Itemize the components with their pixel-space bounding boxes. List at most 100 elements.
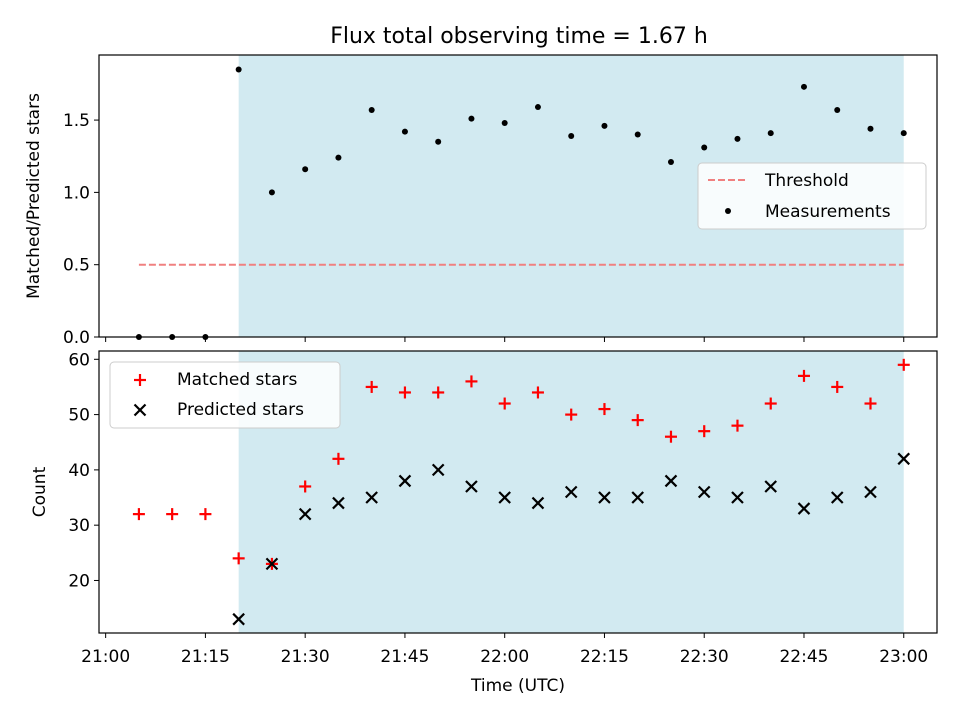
top-y-axis: 0.0 0.5 1.0 1.5 bbox=[63, 111, 99, 348]
measurement-point bbox=[667, 159, 674, 166]
top-y-tick-label: 0.0 bbox=[63, 328, 90, 348]
predicted-star-point-b bbox=[897, 452, 911, 466]
matched-legend-swatch bbox=[134, 374, 146, 386]
matched-star-point bbox=[299, 480, 312, 493]
measurement-point bbox=[900, 130, 907, 137]
measurement-point bbox=[601, 122, 608, 129]
measurement-point bbox=[401, 128, 408, 135]
top-panel: 0.0 0.5 1.0 1.5 Matched/Predicted stars Thr… bbox=[24, 54, 938, 348]
predicted-star-point-b bbox=[664, 474, 678, 488]
predicted-star-point bbox=[498, 491, 511, 504]
matched-star-point bbox=[332, 452, 345, 465]
measurement-point bbox=[568, 132, 575, 139]
x-tick-label: 22:00 bbox=[480, 647, 529, 667]
matched-star-point bbox=[631, 414, 644, 427]
predicted-legend-marker bbox=[133, 403, 147, 417]
measurement-point bbox=[834, 106, 841, 113]
matched-legend-marker bbox=[134, 374, 146, 386]
measurement-point bbox=[734, 135, 741, 142]
bottom-y-axis-label: Count bbox=[30, 466, 50, 517]
bottom-plot-area bbox=[132, 351, 911, 633]
top-y-tick-label: 1.0 bbox=[63, 183, 90, 203]
matched-star-point bbox=[864, 397, 877, 410]
x-tick-label: 22:15 bbox=[580, 647, 629, 667]
matched-star-point bbox=[166, 508, 179, 521]
measurement-point bbox=[867, 125, 874, 132]
predicted-star-point-b bbox=[398, 474, 412, 488]
threshold-legend-label: Threshold bbox=[764, 171, 849, 191]
bottom-legend: Matched stars Predicted stars bbox=[109, 361, 341, 429]
predicted-star-point bbox=[897, 452, 911, 466]
matched-star-point bbox=[731, 419, 744, 432]
bottom-y-tick-label: 50 bbox=[68, 406, 90, 426]
x-tick-label: 21:15 bbox=[181, 647, 230, 667]
predicted-star-point bbox=[797, 502, 811, 515]
top-y-axis-label: Matched/Predicted stars bbox=[24, 93, 44, 299]
predicted-star-point-b bbox=[764, 480, 778, 493]
top-axes-frame bbox=[98, 54, 938, 338]
predicted-star-point-b bbox=[598, 491, 611, 504]
predicted-star-point-b bbox=[731, 491, 744, 504]
predicted-star-point-b bbox=[232, 612, 245, 626]
predicted-star-point-b bbox=[298, 507, 312, 521]
x-tick-label: 23:00 bbox=[879, 647, 928, 667]
top-x-axis bbox=[105, 337, 905, 342]
x-tick-label: 21:00 bbox=[81, 647, 130, 667]
measurement-point bbox=[534, 104, 541, 111]
predicted-star-point-b bbox=[265, 557, 279, 571]
measurement-point bbox=[701, 144, 708, 151]
bottom-y-tick-label: 60 bbox=[68, 350, 90, 370]
matched-star-point bbox=[432, 386, 445, 399]
matched-star-point bbox=[764, 397, 777, 410]
matched-star-point bbox=[465, 375, 478, 388]
predicted-star-point-b bbox=[631, 491, 644, 504]
predicted-star-point bbox=[398, 474, 412, 488]
predicted-star-point bbox=[431, 463, 445, 477]
measurement-point bbox=[468, 115, 475, 122]
predicted-star-point bbox=[232, 612, 245, 626]
predicted-star-point-b bbox=[531, 496, 545, 510]
predicted-legend-label: Predicted stars bbox=[177, 400, 304, 420]
measurement-point bbox=[435, 138, 442, 145]
matched-star-point bbox=[897, 358, 910, 371]
matched-star-point bbox=[698, 425, 711, 438]
matched-star-point bbox=[664, 430, 677, 443]
bottom-x-axis: 21:00 21:15 21:30 21:45 22:00 22:15 22:30 22:45… bbox=[81, 633, 928, 667]
measurements-legend-swatch bbox=[725, 208, 731, 214]
x-tick-label: 22:30 bbox=[680, 647, 729, 667]
chart-title: Flux total observing time = 1.67 h bbox=[330, 24, 708, 49]
predicted-star-point bbox=[332, 496, 345, 510]
predicted-star-point bbox=[298, 507, 312, 521]
predicted-star-point bbox=[664, 474, 678, 488]
predicted-star-point bbox=[564, 485, 578, 499]
x-tick-label: 21:30 bbox=[281, 647, 330, 667]
matched-star-point bbox=[132, 508, 145, 521]
x-tick-label: 21:45 bbox=[380, 647, 429, 667]
top-legend: Threshold Measurements bbox=[697, 162, 927, 230]
matched-star-point bbox=[531, 386, 544, 399]
predicted-star-point-b bbox=[864, 485, 877, 499]
bottom-axes-frame bbox=[98, 350, 938, 634]
bottom-y-tick-label: 30 bbox=[68, 516, 90, 536]
x-tick-label: 22:45 bbox=[779, 647, 828, 667]
predicted-star-point bbox=[731, 491, 744, 504]
predicted-star-point bbox=[465, 480, 478, 493]
predicted-star-point bbox=[697, 485, 711, 499]
predicted-legend-marker-b bbox=[133, 403, 147, 417]
bottom-y-tick-label: 20 bbox=[68, 571, 90, 591]
predicted-star-point-b bbox=[797, 502, 811, 515]
top-y-tick-label: 0.5 bbox=[63, 256, 90, 276]
top-y-tick-label: 1.5 bbox=[63, 111, 90, 131]
predicted-star-point bbox=[531, 496, 545, 510]
measurement-point bbox=[368, 106, 375, 113]
matched-star-point bbox=[598, 403, 611, 416]
predicted-star-point-b bbox=[564, 485, 578, 499]
matched-star-point bbox=[797, 369, 810, 382]
predicted-star-point-b bbox=[465, 480, 478, 493]
predicted-star-point bbox=[864, 485, 877, 499]
measurement-point bbox=[634, 131, 641, 138]
predicted-star-point-b bbox=[365, 491, 378, 504]
matched-star-point bbox=[398, 386, 411, 399]
measurement-point bbox=[335, 154, 342, 161]
